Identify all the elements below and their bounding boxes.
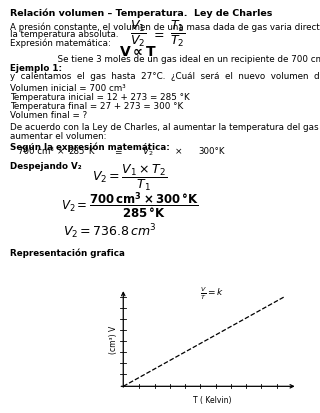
Text: $\frac{V}{T} = k$: $\frac{V}{T} = k$ <box>200 285 224 301</box>
Text: la temperatura absoluta.: la temperatura absoluta. <box>10 30 118 39</box>
Text: $\dfrac{V_1}{V_2}$: $\dfrac{V_1}{V_2}$ <box>130 19 146 49</box>
Text: A presión constante, el volumen de una masa dada de gas varia directamente con: A presión constante, el volumen de una m… <box>10 22 320 31</box>
Text: Relación volumen – Temperatura.  Ley de Charles: Relación volumen – Temperatura. Ley de C… <box>10 8 272 17</box>
Text: Representación grafica: Representación grafica <box>10 247 125 257</box>
Text: (cm³) V: (cm³) V <box>109 325 118 353</box>
Text: Se tiene 3 moles de un gas ideal en un recipiente de 700 cm³ a 12°C: Se tiene 3 moles de un gas ideal en un r… <box>52 55 320 64</box>
Text: $V_2 = \dfrac{\mathbf{700\,cm^3 \times 300\,°K}}{\mathbf{285\,°K}}$: $V_2 = \dfrac{\mathbf{700\,cm^3 \times 3… <box>61 190 199 221</box>
Text: 285°K: 285°K <box>69 147 95 156</box>
Text: $V_2$: $V_2$ <box>142 145 154 158</box>
Text: Según la expresión matemática:: Según la expresión matemática: <box>10 142 170 151</box>
Text: Ejemplo 1:: Ejemplo 1: <box>10 64 62 73</box>
Text: Temperatura final = 27 + 273 = 300 °K: Temperatura final = 27 + 273 = 300 °K <box>10 102 183 111</box>
Text: Temperatura inicial = 12 + 273 = 285 °K: Temperatura inicial = 12 + 273 = 285 °K <box>10 93 190 102</box>
Text: y  calentamos  el  gas  hasta  27°C.  ¿Cuál  será  el  nuevo  volumen  del  gas?: y calentamos el gas hasta 27°C. ¿Cuál se… <box>10 72 320 81</box>
Text: Expresión matemática:: Expresión matemática: <box>10 38 111 47</box>
Text: aumentar el volumen:: aumentar el volumen: <box>10 132 107 141</box>
Text: $\times$: $\times$ <box>56 147 64 157</box>
Text: 300°K: 300°K <box>199 147 225 156</box>
Text: 700 cm³: 700 cm³ <box>18 147 54 156</box>
Text: $V_2 = \dfrac{V_1 \times T_2}{T_1}$: $V_2 = \dfrac{V_1 \times T_2}{T_1}$ <box>92 163 168 192</box>
Text: T ( Kelvin): T ( Kelvin) <box>193 395 231 404</box>
Text: $V_2 = 736.8\,cm^3$: $V_2 = 736.8\,cm^3$ <box>63 222 157 241</box>
Text: $\times$: $\times$ <box>174 147 182 157</box>
Text: $\dfrac{T_1}{T_2}$: $\dfrac{T_1}{T_2}$ <box>170 19 186 49</box>
Text: $=$: $=$ <box>151 27 165 40</box>
Text: $=$: $=$ <box>113 147 123 156</box>
Text: Despejando V₂: Despejando V₂ <box>10 161 82 171</box>
Text: Volumen inicial = 700 cm³: Volumen inicial = 700 cm³ <box>10 84 126 93</box>
Text: $\mathbf{V \propto T}$: $\mathbf{V \propto T}$ <box>119 45 157 59</box>
Text: De acuerdo con la Ley de Charles, al aumentar la temperatura del gas debe: De acuerdo con la Ley de Charles, al aum… <box>10 123 320 132</box>
Text: Volumen final = ?: Volumen final = ? <box>10 111 87 120</box>
